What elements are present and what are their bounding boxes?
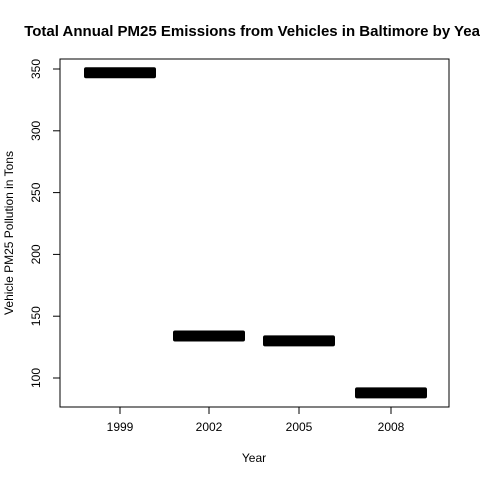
y-axis-label: Vehicle PM25 Pollution in Tons [2,151,16,315]
chart-title: Total Annual PM25 Emissions from Vehicle… [24,23,480,40]
bar-2002 [173,330,245,341]
plot-frame [60,59,449,407]
y-tick-label: 250 [29,182,43,202]
y-tick-label: 150 [29,306,43,326]
x-axis: 1999 2002 2005 2008 [107,407,405,434]
x-tick-label: 2008 [378,420,405,434]
bar-1999 [84,67,156,78]
y-tick-label: 100 [29,368,43,388]
data-marks [84,67,427,398]
x-tick-label: 2002 [196,420,223,434]
bar-2005 [263,335,335,346]
y-axis: 100 150 200 250 300 350 [29,59,60,388]
y-tick-label: 200 [29,244,43,264]
x-axis-label: Year [242,451,266,465]
y-tick-label: 350 [29,59,43,79]
bar-2008 [355,387,427,398]
x-tick-label: 2005 [286,420,313,434]
x-tick-label: 1999 [107,420,134,434]
y-tick-label: 300 [29,120,43,140]
